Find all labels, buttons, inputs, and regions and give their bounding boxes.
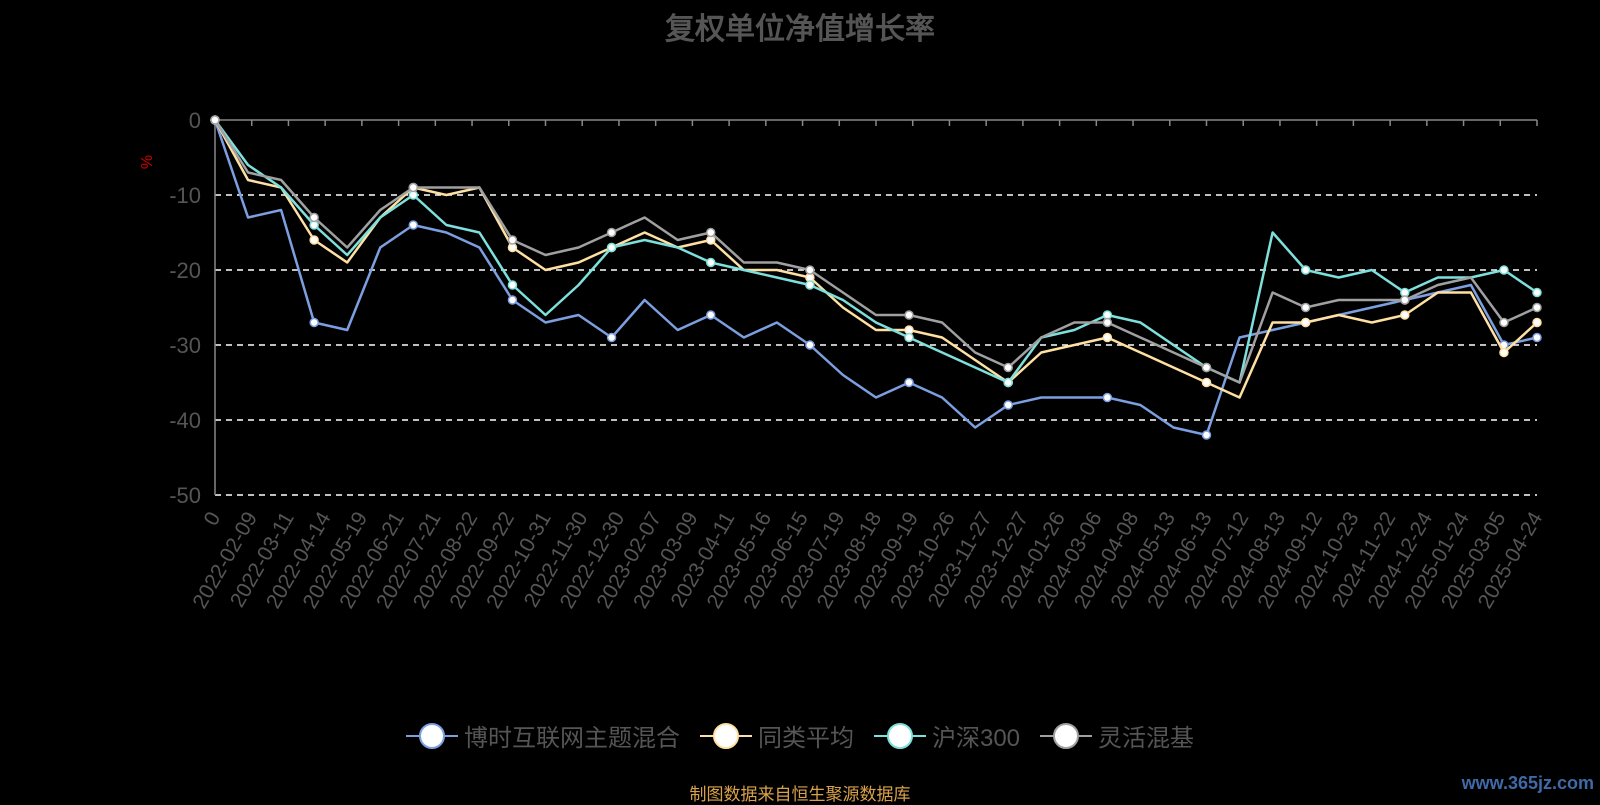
data-point xyxy=(408,220,419,230)
legend-label: 同类平均 xyxy=(757,725,854,752)
series-line-4 xyxy=(213,119,1538,384)
data-point xyxy=(904,377,914,388)
legend-symbol-icon xyxy=(1040,722,1093,749)
data-point xyxy=(904,332,914,343)
legend-symbol-icon xyxy=(405,722,458,749)
data-point xyxy=(507,295,518,305)
data-point xyxy=(1201,430,1212,440)
data-point xyxy=(1102,332,1113,343)
data-point xyxy=(309,317,319,328)
legend-item-series-2[interactable]: 同类平均 xyxy=(699,718,854,753)
data-point xyxy=(1400,295,1410,305)
data-point xyxy=(1499,317,1509,328)
data-point xyxy=(1003,377,1013,388)
data-point xyxy=(309,212,319,223)
legend-label: 灵活混基 xyxy=(1098,725,1195,752)
chart-title: 复权单位净值增长率 xyxy=(665,13,935,46)
legend-label: 博时互联网主题混合 xyxy=(463,725,680,752)
data-point xyxy=(507,235,518,245)
data-point xyxy=(507,280,518,290)
data-point xyxy=(1102,317,1113,328)
data-point xyxy=(1532,302,1542,313)
data-point xyxy=(1499,265,1509,275)
data-point xyxy=(606,242,617,253)
data-point xyxy=(1532,332,1542,343)
watermark: www.365jz.com xyxy=(1461,773,1594,793)
data-point xyxy=(1532,317,1542,328)
data-point xyxy=(1201,377,1212,388)
legend-item-series-4[interactable]: 灵活混基 xyxy=(1040,718,1194,753)
data-point xyxy=(1300,302,1311,313)
legend-item-series-1[interactable]: 博时互联网主题混合 xyxy=(405,718,680,753)
data-point xyxy=(706,227,716,238)
data-point xyxy=(805,340,815,350)
y-tick-label: -40 xyxy=(169,408,201,433)
line-chart: 0-10-20-30-40-5002022-02-092022-03-11202… xyxy=(139,108,1547,613)
data-point xyxy=(1003,362,1013,373)
data-point xyxy=(1300,265,1311,275)
data-point xyxy=(805,280,815,290)
data-point xyxy=(210,115,220,125)
grid-layer xyxy=(215,194,1537,496)
legend: 博时互联网主题混合 同类平均 沪深300 灵活混基 xyxy=(0,718,1600,753)
data-point xyxy=(606,332,617,343)
data-point xyxy=(1499,347,1509,358)
data-point xyxy=(309,235,319,245)
y-tick-label: -10 xyxy=(169,183,201,208)
legend-symbol-icon xyxy=(873,722,926,749)
data-point xyxy=(1102,392,1113,403)
data-point xyxy=(706,310,716,320)
y-tick-label: -50 xyxy=(169,483,201,508)
source-note: 制图数据来自恒生聚源数据库 xyxy=(689,785,911,804)
axis-layer: 0-10-20-30-40-5002022-02-092022-03-11202… xyxy=(169,108,1547,613)
y-tick-label: -20 xyxy=(169,258,201,283)
data-point xyxy=(408,182,419,193)
data-point xyxy=(1300,317,1311,328)
data-point xyxy=(1201,362,1212,373)
x-tick-label: 0 xyxy=(200,508,226,530)
legend-item-series-3[interactable]: 沪深300 xyxy=(873,718,1021,753)
legend-label: 沪深300 xyxy=(931,725,1021,752)
y-axis-label: % xyxy=(139,155,156,169)
data-point xyxy=(1532,287,1542,298)
data-point xyxy=(706,257,716,268)
series-line-3 xyxy=(213,119,1538,384)
data-point xyxy=(1400,310,1410,320)
data-point xyxy=(805,265,815,275)
data-point xyxy=(1003,400,1013,410)
series-layer xyxy=(210,115,1542,440)
data-point xyxy=(606,227,617,238)
y-tick-label: -30 xyxy=(169,333,201,358)
y-tick-label: 0 xyxy=(189,108,201,133)
data-point xyxy=(904,310,914,320)
series-line-2 xyxy=(213,119,1538,399)
legend-symbol-icon xyxy=(699,722,752,749)
